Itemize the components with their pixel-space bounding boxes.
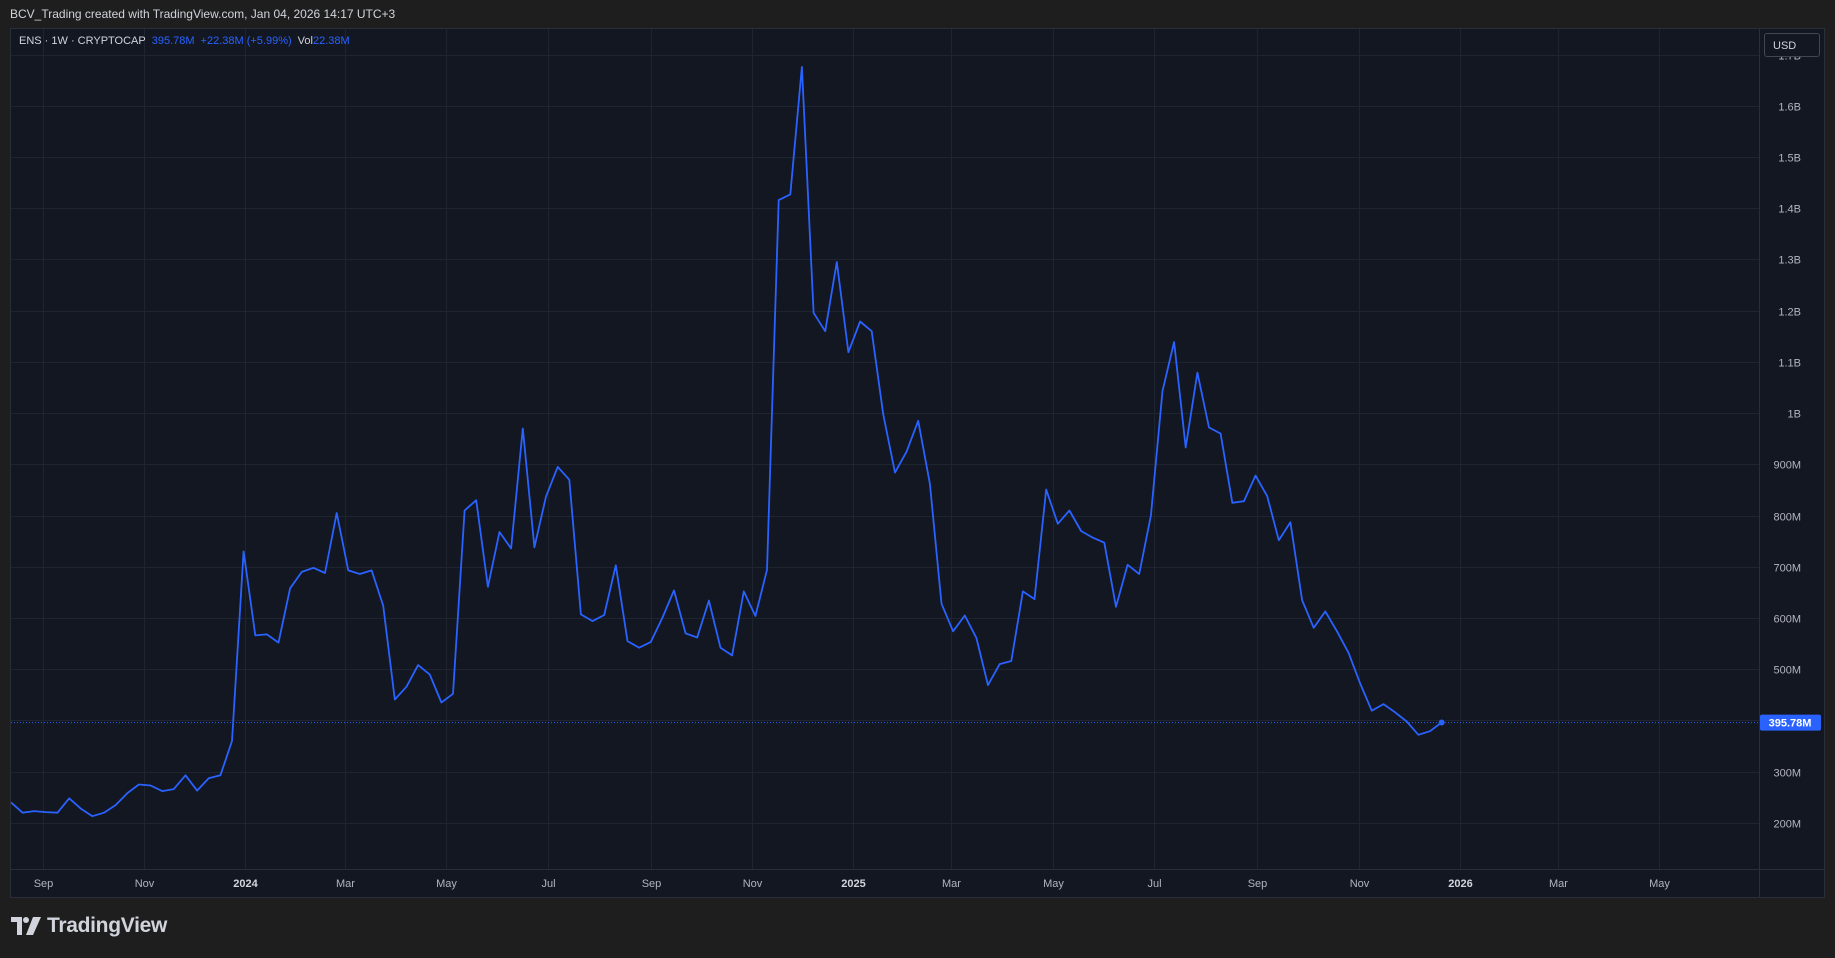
tradingview-logo[interactable]: TradingView	[11, 914, 167, 938]
time-tick-label: Mar	[336, 878, 355, 890]
legend-change: +22.38M (+5.99%)	[200, 35, 292, 47]
time-tick-label: Nov	[743, 878, 763, 890]
currency-button[interactable]: USD	[1764, 33, 1820, 57]
price-tick-label: 1.3B	[1778, 255, 1801, 267]
attribution-text: BCV_Trading created with TradingView.com…	[10, 7, 396, 21]
price-scale: 200M300M400M500M600M700M800M900M1B1.1B1.…	[1773, 51, 1801, 831]
price-tick-label: 1.4B	[1778, 204, 1801, 216]
price-tick-label: 600M	[1773, 614, 1801, 626]
time-tick-label: Nov	[1350, 878, 1370, 890]
tradingview-logo-text: TradingView	[47, 914, 168, 937]
price-tick-label: 300M	[1773, 768, 1801, 780]
last-price-tag: 395.78M	[1760, 714, 1821, 731]
time-tick-label: 2024	[233, 878, 258, 890]
legend-symbol[interactable]: ENS · 1W · CRYPTOCAP	[19, 35, 146, 47]
time-tick-label: Sep	[34, 878, 54, 890]
time-tick-label: May	[436, 878, 457, 890]
price-chart[interactable]: 200M300M400M500M600M700M800M900M1B1.1B1.…	[11, 29, 1824, 897]
chart-panel[interactable]: 200M300M400M500M600M700M800M900M1B1.1B1.…	[10, 28, 1825, 898]
last-point-marker	[1438, 719, 1445, 726]
price-tick-label: 1.2B	[1778, 307, 1801, 319]
vertical-gridlines	[43, 29, 1660, 869]
price-tick-label: 1.5B	[1778, 153, 1801, 165]
time-tick-label: Mar	[942, 878, 961, 890]
time-tick-label: May	[1649, 878, 1670, 890]
tradingview-logo-icon	[11, 917, 41, 935]
legend-vol-value: 22.38M	[312, 35, 350, 47]
time-tick-label: May	[1043, 878, 1064, 890]
price-tick-label: 1B	[1788, 409, 1801, 421]
time-tick-label: 2026	[1448, 878, 1472, 890]
time-tick-label: 2025	[841, 878, 865, 890]
price-tick-label: 200M	[1773, 819, 1801, 831]
time-tick-label: Nov	[135, 878, 155, 890]
price-tick-label: 500M	[1773, 665, 1801, 677]
chart-legend[interactable]: ENS · 1W · CRYPTOCAP 395.78M +22.38M (+5…	[19, 35, 350, 47]
series-line	[11, 66, 1443, 818]
price-tick-label: 700M	[1773, 563, 1801, 575]
time-tick-label: Jul	[541, 878, 555, 890]
last-price-tag-label: 395.78M	[1769, 718, 1812, 730]
price-tick-label: 800M	[1773, 512, 1801, 524]
price-tick-label: 900M	[1773, 460, 1801, 472]
time-tick-label: Mar	[1549, 878, 1568, 890]
legend-vol-label: Vol	[297, 35, 313, 47]
time-tick-label: Jul	[1147, 878, 1161, 890]
legend-value: 395.78M	[151, 35, 195, 47]
last-price-tag-bg	[1760, 714, 1821, 731]
time-scale: Sep Nov 2024 Mar May Jul Sep Nov 2025 Mar May Jul Se…	[34, 878, 1671, 890]
horizontal-gridlines	[11, 55, 1759, 824]
time-tick-label: Sep	[642, 878, 662, 890]
price-tick-label: 1.1B	[1778, 358, 1801, 370]
price-tick-label: 1.6B	[1778, 102, 1801, 114]
time-tick-label: Sep	[1248, 878, 1268, 890]
